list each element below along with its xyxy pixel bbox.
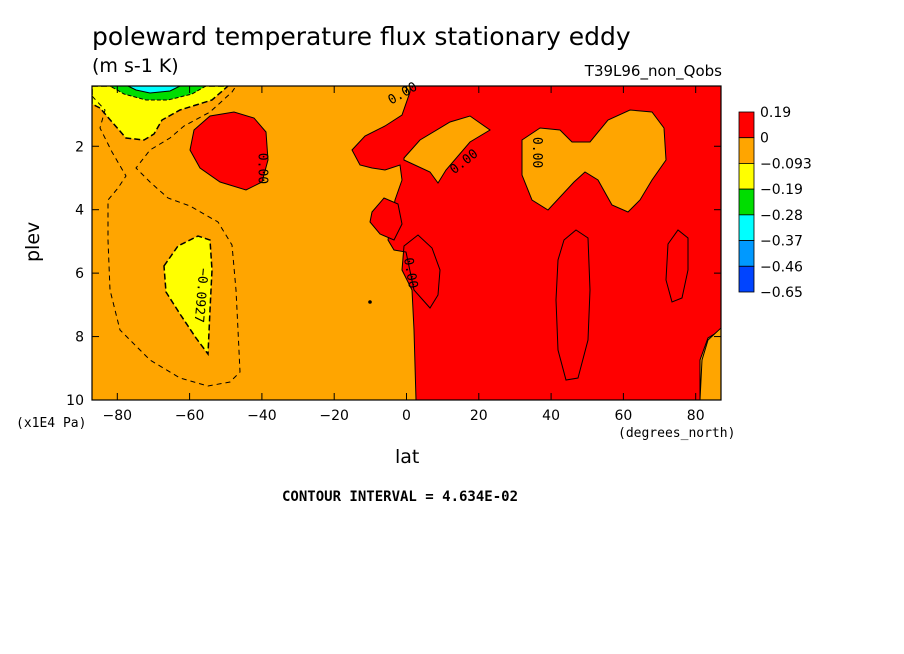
x-tick-label: 40 (542, 408, 560, 424)
colorbar-swatch (738, 111, 755, 139)
x-tick-label: 0 (402, 408, 411, 424)
x-tick-label: 80 (687, 408, 705, 424)
colorbar-label: −0.46 (760, 259, 803, 275)
colorbar-swatch (738, 214, 755, 241)
y-axis: 2 4 6 8 10 (66, 139, 721, 409)
x-axis-label: lat (395, 446, 420, 468)
y-unit-label: (x1E4 Pa) (16, 416, 87, 431)
x-unit-label: (degrees_north) (618, 426, 736, 441)
field-orange-pocket-2 (521, 109, 667, 213)
field-yellow-top (92, 86, 230, 141)
field-red-island-1 (189, 111, 269, 191)
field-orange-pocket-3 (699, 327, 721, 400)
colorbar-label: −0.093 (760, 156, 812, 172)
y-tick-label: 10 (66, 393, 84, 409)
contour-label: 0.00 (254, 153, 269, 184)
y-tick-label: 2 (75, 139, 84, 155)
colorbar-label: 0.19 (760, 105, 791, 121)
contour-label: 0.00 (400, 256, 420, 289)
contour-vertical-1 (555, 229, 591, 381)
x-axis: −80 −60 −40 −20 0 20 40 60 80 (103, 86, 705, 424)
field-dot (368, 300, 372, 304)
contour-field (92, 86, 721, 400)
contour-vertical-2 (665, 229, 689, 303)
colorbar-label: −0.65 (760, 285, 803, 301)
x-tick-label: −80 (103, 408, 133, 424)
contour-dashed-outer (92, 86, 241, 387)
colorbar-swatch (738, 188, 755, 216)
colorbar-swatch (738, 240, 755, 267)
colorbar-label: −0.19 (760, 182, 803, 198)
x-tick-label: −20 (319, 408, 349, 424)
chart-title: poleward temperature flux stationary edd… (92, 22, 631, 51)
y-tick-label: 8 (75, 330, 84, 346)
contour-label: 0.00 (529, 137, 544, 168)
y-tick-label: 4 (75, 203, 84, 219)
field-cyan-top (127, 86, 181, 94)
field-yellow-mid (163, 235, 213, 357)
contour-interval-note: CONTOUR INTERVAL = 4.634E-02 (282, 489, 519, 505)
colorbar: 0.19 0 −0.093 −0.19 −0.28 −0.37 −0.46 −0.65 (738, 105, 812, 301)
x-tick-label: −60 (175, 408, 205, 424)
colorbar-label: 0 (760, 131, 769, 147)
colorbar-label: −0.28 (760, 208, 803, 224)
colorbar-swatch (738, 265, 755, 293)
x-tick-label: 20 (470, 408, 488, 424)
run-label: T39L96_non_Qobs (584, 62, 722, 80)
y-tick-label: 6 (75, 266, 84, 282)
x-tick-label: −40 (247, 408, 277, 424)
chart-units: (m s-1 K) (92, 55, 179, 77)
colorbar-label: −0.37 (760, 234, 803, 250)
field-orange-pocket-1 (403, 115, 491, 184)
x-tick-label: 60 (614, 408, 632, 424)
colorbar-swatch (738, 163, 755, 190)
colorbar-swatch (738, 137, 755, 164)
field-red-island-2 (369, 197, 403, 241)
contour-label: −0.0927 (191, 267, 211, 323)
